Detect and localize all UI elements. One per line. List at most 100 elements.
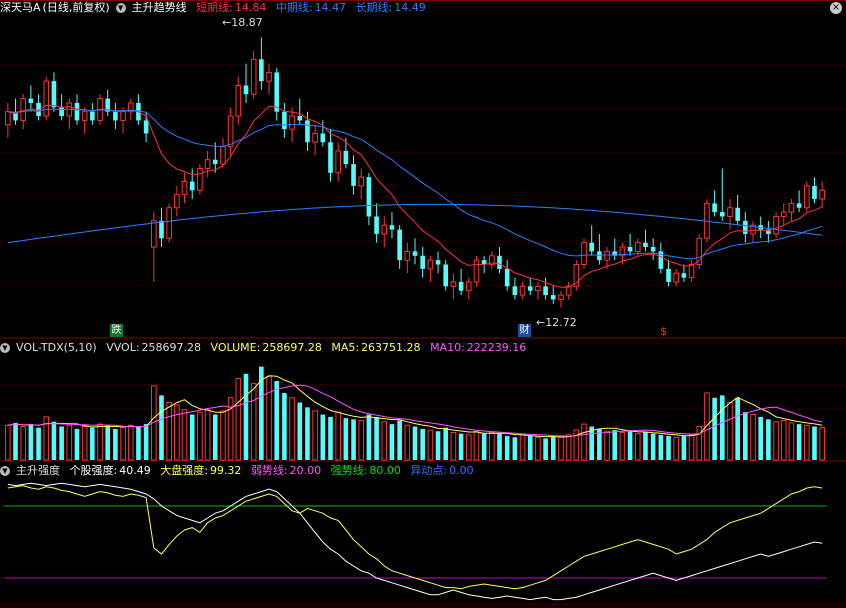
volume-bar-up <box>465 434 472 461</box>
candle-up <box>197 167 203 191</box>
volume-bar-down <box>28 424 34 460</box>
candle-down <box>274 72 280 112</box>
candle-up <box>688 264 695 279</box>
candle-up <box>450 281 457 287</box>
candle-up <box>788 202 795 213</box>
weak-line-label: 弱势线: <box>250 464 288 477</box>
volume-bar-down <box>527 436 533 460</box>
candle-up <box>519 285 526 296</box>
candle-up <box>634 242 641 252</box>
candle-down <box>389 225 395 230</box>
volume-header: ▼ VOL-TDX(5,10) VVOL: 258697.28 VOLUME: 258… <box>0 340 532 356</box>
volume-bar-down <box>550 436 556 460</box>
candle-down <box>443 264 449 287</box>
market-strength-value: 99.32 <box>209 464 242 477</box>
candle-up <box>727 207 733 217</box>
candle-down <box>297 116 303 121</box>
candle-up <box>604 250 610 261</box>
ma5-value: 263751.28 <box>361 341 421 354</box>
move-point-value: 0.00 <box>449 464 474 477</box>
strength-indicator-name[interactable]: 主升强度 <box>16 464 60 477</box>
close-icon[interactable]: × <box>830 2 842 14</box>
volume-bar-up <box>127 424 134 461</box>
volume-bar-up <box>220 410 226 461</box>
candle-up <box>773 215 779 235</box>
volume-bar-up <box>519 434 526 461</box>
chevron-down-icon[interactable]: ▼ <box>0 343 10 353</box>
volume-bar-down <box>412 426 418 460</box>
candle-down <box>189 181 195 191</box>
volume-bar-up <box>750 414 756 461</box>
volume-bar-down <box>320 414 326 460</box>
volume-bar-down <box>74 428 80 460</box>
long-line-label: 长期线: <box>355 1 393 14</box>
candle-down <box>458 281 464 291</box>
volume-bar-down <box>612 430 618 460</box>
candle-up <box>573 264 580 287</box>
ma10-line <box>7 384 823 437</box>
volume-bar-up <box>120 427 126 461</box>
low-annotation-value: 12.72 <box>545 316 577 329</box>
candle-down <box>666 268 671 282</box>
volume-bar-down <box>643 432 648 460</box>
candle-up <box>204 159 211 169</box>
candle-down <box>681 273 687 278</box>
candle-up <box>266 71 272 82</box>
volume-bar-down <box>397 420 402 460</box>
candle-down <box>766 229 771 234</box>
volume-bar-down <box>328 416 333 460</box>
volume-bar-down <box>105 425 111 460</box>
chevron-down-icon[interactable]: ▼ <box>0 466 10 476</box>
candle-down <box>351 164 356 186</box>
volume-bar-down <box>481 433 487 460</box>
volume-bar-down <box>497 433 502 460</box>
volume-bar-up <box>235 378 242 461</box>
volume-bar-up <box>250 382 257 461</box>
mark-cai-badge[interactable]: 财 <box>518 324 531 337</box>
candle-down <box>282 111 287 130</box>
volume-bar-up <box>381 421 388 461</box>
candle-down <box>113 111 118 121</box>
period-label: (日线,前复权) <box>42 1 110 14</box>
candle-up <box>166 207 172 239</box>
long-term-line <box>7 203 823 244</box>
volume-bar-up <box>803 424 810 461</box>
volume-bar-down <box>812 426 817 460</box>
candle-down <box>36 102 41 117</box>
volume-bar-down <box>735 397 740 460</box>
volume-bar-down <box>143 424 149 460</box>
volume-bar-up <box>489 431 495 461</box>
candle-up <box>381 224 388 235</box>
candle-up <box>780 211 787 217</box>
volume-bar-down <box>681 436 687 460</box>
candle-down <box>612 251 618 256</box>
candle-up <box>819 189 825 200</box>
candle-down <box>51 81 57 108</box>
indicator-name[interactable]: 主升趋势线 <box>131 1 187 14</box>
volume-bar-up <box>166 402 172 461</box>
chevron-down-icon[interactable]: ▼ <box>115 3 126 13</box>
vol-indicator-name[interactable]: VOL-TDX(5,10) <box>16 341 97 354</box>
candle-down <box>527 286 533 291</box>
candle-up <box>558 294 564 300</box>
volume-bar-up <box>66 424 73 461</box>
stock-strength-line <box>7 485 823 590</box>
mark-die-badge[interactable]: 跌 <box>110 324 123 337</box>
volume-bar-up <box>358 420 365 461</box>
strength-header: ▼ 主升强度 个股强度: 40.49 大盘强度: 99.32 弱势线: 20.00 强势… <box>0 463 480 479</box>
candle-up <box>427 259 434 270</box>
volume-bar-up <box>5 424 11 461</box>
volume-bar-down <box>627 431 633 460</box>
volume-bar-up <box>634 433 641 461</box>
candle-up <box>358 176 365 187</box>
candle-up <box>489 255 495 266</box>
volume-bar-down <box>650 433 656 460</box>
candle-up <box>127 102 134 113</box>
volume-bar-up <box>97 423 103 461</box>
long-line-value: 14.49 <box>394 1 426 14</box>
volume-bar-down <box>766 419 771 460</box>
mark-dollar-badge[interactable]: $ <box>660 325 667 338</box>
candle-down <box>13 111 18 121</box>
candle-up <box>5 111 11 126</box>
volume-bar-up <box>227 397 234 461</box>
